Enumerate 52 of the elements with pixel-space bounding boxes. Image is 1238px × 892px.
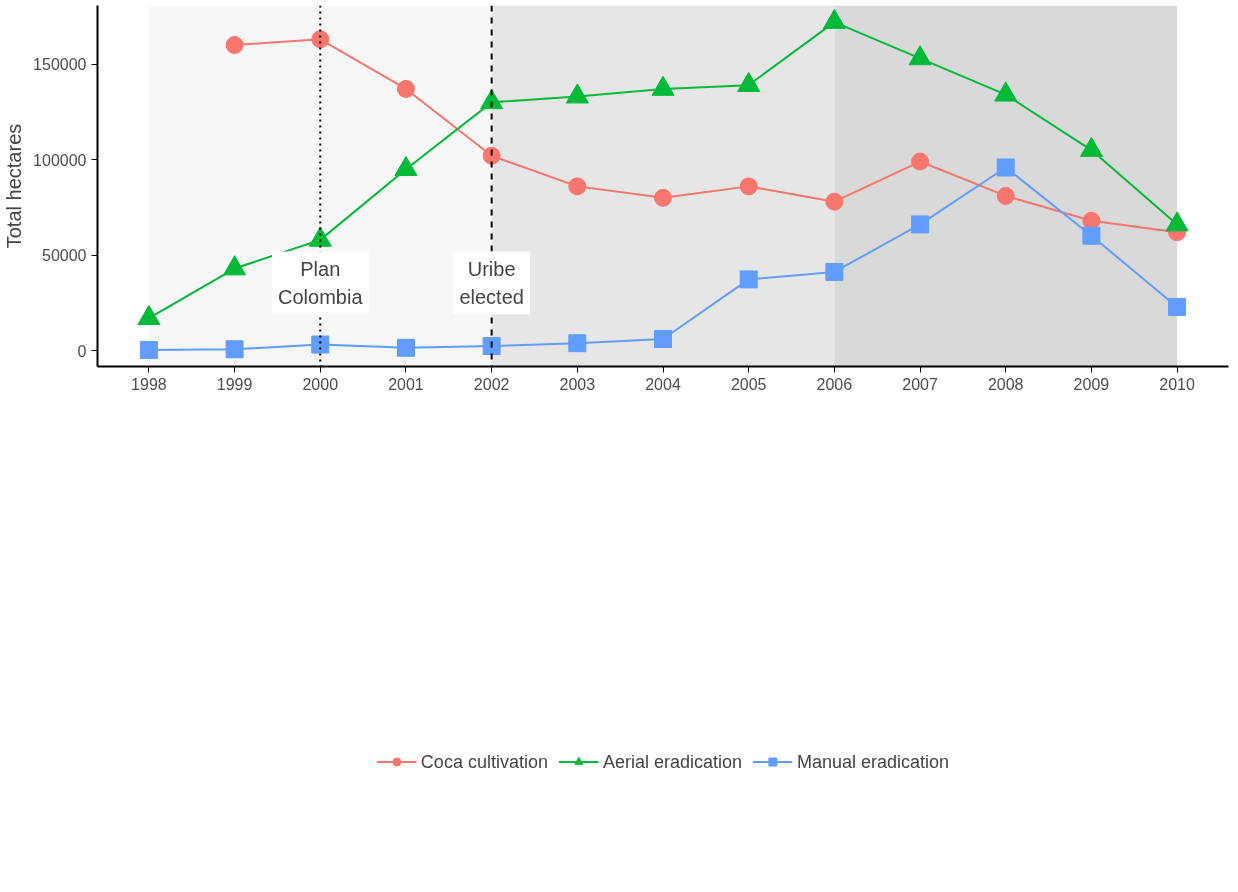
x-tick-label: 2002: [473, 375, 510, 393]
point: [911, 215, 930, 234]
ref-line-label: Plan Colombia: [278, 257, 364, 309]
legend-label: Coca cultivation: [420, 751, 548, 773]
point: [739, 177, 758, 196]
point: [996, 186, 1015, 205]
x-tick-label: 2010: [1159, 375, 1195, 393]
point: [911, 152, 930, 171]
point: [654, 330, 672, 348]
x-tick-label: 2009: [1073, 375, 1110, 393]
legend-label: Manual eradication: [797, 751, 950, 773]
point: [568, 177, 587, 196]
point: [654, 188, 672, 207]
y-tick-label: 0: [77, 342, 87, 360]
point: [1082, 211, 1101, 230]
point: [908, 45, 932, 66]
x-tick-label: 2006: [816, 375, 853, 393]
point: [482, 337, 501, 356]
point: [994, 81, 1018, 102]
point: [651, 75, 675, 96]
x-tick-label: 1998: [131, 375, 167, 393]
x-tick-label: 1999: [216, 375, 253, 393]
point: [482, 146, 501, 165]
y-tick-label: 50000: [42, 247, 87, 265]
point: [996, 158, 1015, 177]
legend-label: Aerial eradication: [602, 751, 743, 773]
point: [139, 341, 158, 360]
x-tick-label: 2005: [730, 375, 767, 393]
point: [737, 71, 761, 92]
point: [565, 83, 589, 104]
point: [311, 335, 330, 354]
point: [396, 79, 415, 98]
point: [1168, 297, 1187, 316]
point: [825, 192, 844, 211]
y-axis-title: Total hectares: [3, 123, 26, 249]
ref-line-label: Uribe elected: [459, 257, 524, 309]
x-tick-label: 2007: [902, 375, 938, 393]
point: [396, 338, 415, 357]
x-tick-label: 2001: [388, 375, 424, 393]
x-tick-label: 2004: [645, 375, 681, 393]
point: [568, 334, 587, 353]
point: [739, 270, 758, 289]
x-tick-label: 2008: [987, 375, 1024, 393]
x-tick-label: 2000: [302, 375, 339, 393]
point: [1082, 226, 1101, 245]
y-tick-label: 100000: [33, 151, 87, 169]
y-tick-label: 150000: [33, 56, 87, 74]
point: [394, 155, 418, 177]
point: [825, 262, 844, 281]
point: [822, 8, 846, 29]
x-tick-label: 2003: [559, 375, 596, 393]
point: [225, 340, 244, 359]
